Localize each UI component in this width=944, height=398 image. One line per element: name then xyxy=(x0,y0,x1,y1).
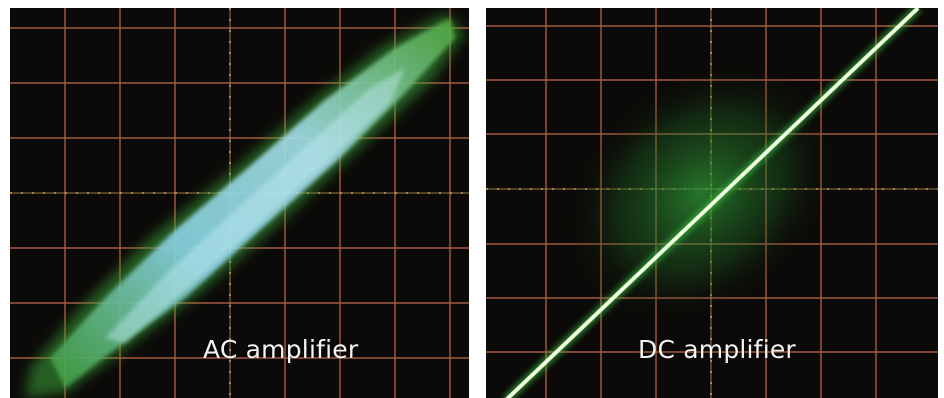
oscilloscope-screen-dc: DC amplifier xyxy=(486,8,938,398)
ac-trace-band xyxy=(25,13,465,398)
dc-trace-glow xyxy=(564,62,838,324)
dc-trace-line xyxy=(502,8,922,398)
graticule-grid xyxy=(486,8,938,398)
ac-trace-display xyxy=(10,8,469,398)
ac-amplifier-caption: AC amplifier xyxy=(203,335,359,364)
oscilloscope-screen-ac: AC amplifier xyxy=(10,8,469,398)
dc-amplifier-caption: DC amplifier xyxy=(638,335,796,364)
dc-trace-display xyxy=(486,8,938,398)
